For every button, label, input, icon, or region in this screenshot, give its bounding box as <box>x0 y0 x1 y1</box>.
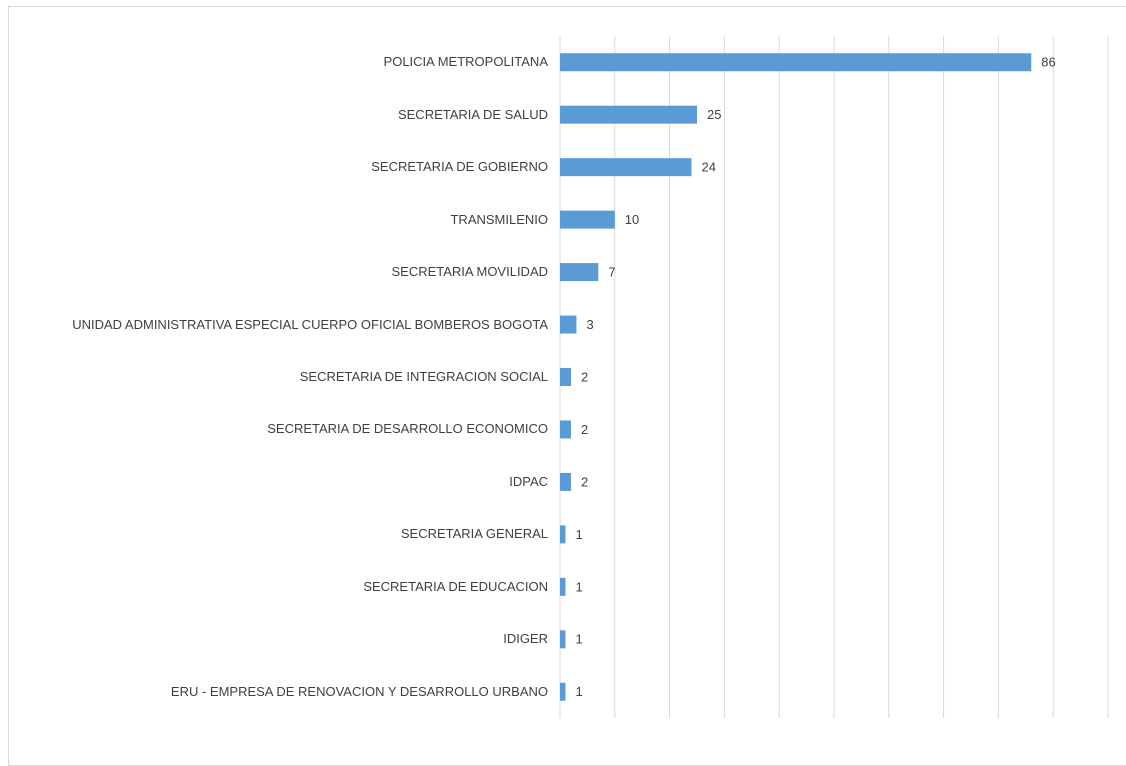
category-label-box: TRANSMILENIO <box>14 200 548 240</box>
category-label-box: IDIGER <box>14 619 548 659</box>
value-label: 25 <box>707 107 721 122</box>
value-label: 2 <box>581 369 588 384</box>
value-label: 1 <box>575 527 582 542</box>
category-label-box: SECRETARIA DE GOBIERNO <box>14 147 548 187</box>
bar <box>560 682 566 701</box>
category-label: SECRETARIA DE INTEGRACION SOCIAL <box>299 369 548 384</box>
category-label: SECRETARIA DE DESARROLLO ECONOMICO <box>267 421 548 437</box>
category-label: ERU - EMPRESA DE RENOVACION Y DESARROLLO… <box>170 683 548 699</box>
bar <box>560 210 615 229</box>
value-label: 1 <box>575 632 582 647</box>
value-label: 1 <box>575 684 582 699</box>
bar <box>560 420 571 439</box>
category-label: SECRETARIA DE SALUD <box>397 106 548 122</box>
value-label: 3 <box>586 317 593 332</box>
category-label: IDPAC <box>509 473 548 489</box>
chart: 86 25 24 10 7 3 2 2 2 1 1 1 1 <box>559 36 1109 718</box>
value-label: 7 <box>608 265 615 280</box>
category-label: TRANSMILENIO <box>450 211 548 227</box>
category-label: SECRETARIA MOVILIDAD <box>391 264 548 280</box>
value-label: 86 <box>1041 55 1055 70</box>
category-label-box: SECRETARIA DE EDUCACION <box>14 567 548 607</box>
category-label: SECRETARIA DE GOBIERNO <box>371 159 548 175</box>
category-label-box: UNIDAD ADMINISTRATIVA ESPECIAL CUERPO OF… <box>14 305 548 345</box>
category-label: POLICIA METROPOLITANA <box>383 54 548 70</box>
category-label-box: SECRETARIA DE INTEGRACION SOCIAL <box>14 357 548 397</box>
bar <box>560 525 566 544</box>
value-label: 10 <box>625 212 639 227</box>
bar <box>560 53 1032 72</box>
value-label: 24 <box>702 160 716 175</box>
bar <box>560 158 692 177</box>
category-label: UNIDAD ADMINISTRATIVA ESPECIAL CUERPO OF… <box>72 316 548 332</box>
category-label-box: ERU - EMPRESA DE RENOVACION Y DESARROLLO… <box>14 672 548 712</box>
category-label-box: SECRETARIA DE SALUD <box>14 95 548 135</box>
bar <box>560 105 697 124</box>
value-label: 1 <box>575 579 582 594</box>
category-label-box: SECRETARIA DE DESARROLLO ECONOMICO <box>14 409 548 449</box>
value-label: 2 <box>581 474 588 489</box>
category-label-box: IDPAC <box>14 462 548 502</box>
category-label-box: SECRETARIA GENERAL <box>14 514 548 554</box>
bar <box>560 472 571 491</box>
category-label: SECRETARIA GENERAL <box>400 526 548 542</box>
category-label-box: POLICIA METROPOLITANA <box>14 42 548 82</box>
bar <box>560 630 566 649</box>
category-label: IDIGER <box>503 631 548 647</box>
value-label: 2 <box>581 422 588 437</box>
bar <box>560 368 571 386</box>
category-label: SECRETARIA DE EDUCACION <box>363 578 548 594</box>
bar <box>560 263 599 282</box>
bar <box>560 577 566 596</box>
category-label-box: SECRETARIA MOVILIDAD <box>14 252 548 292</box>
bar <box>560 315 577 334</box>
page: 86 25 24 10 7 3 2 2 2 1 1 1 1 POLICIA METROPOLITANA S… <box>8 6 1126 766</box>
